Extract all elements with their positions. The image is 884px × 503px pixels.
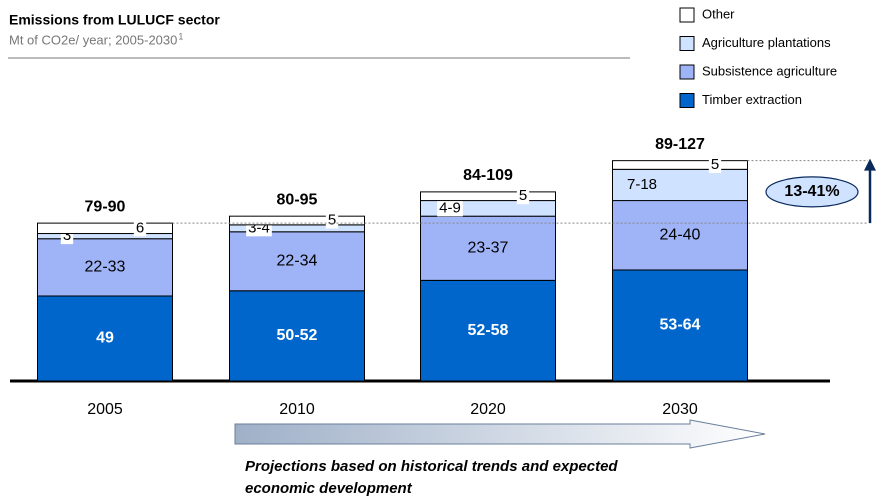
legend-label: Agriculture plantations (702, 35, 831, 50)
legend-swatch (679, 7, 695, 23)
bar-segment (612, 160, 748, 170)
value-label: 4-9 (439, 199, 461, 216)
value-label: 3 (63, 227, 71, 244)
bar-segment (37, 295, 173, 382)
legend-swatch (679, 93, 695, 108)
legend-label: Other (702, 6, 735, 21)
bar-segment (229, 231, 365, 292)
value-label: 22-33 (85, 259, 126, 276)
label-bg (708, 156, 722, 173)
x-tick-label: 2030 (662, 401, 698, 418)
legend-swatch (679, 64, 695, 80)
total-label: 79-90 (85, 198, 126, 215)
value-label: 5 (711, 156, 719, 173)
total-label: 84-109 (463, 167, 513, 184)
bar-segment (420, 279, 556, 382)
legend-swatch (679, 36, 695, 51)
bar-segment (420, 215, 556, 281)
note-line: economic development (245, 480, 413, 497)
legend-label: Subsistence agriculture (702, 63, 837, 78)
x-tick-label: 2020 (470, 401, 506, 418)
value-label: 22-34 (277, 253, 318, 270)
value-label: 24-40 (660, 226, 701, 243)
total-label: 80-95 (277, 191, 318, 208)
bar-segment (229, 290, 365, 382)
total-label: 89-127 (655, 136, 705, 153)
annotation-bubble (765, 176, 859, 208)
chart-title: Emissions from LULUCF sector (9, 12, 220, 28)
x-tick-label: 2005 (87, 401, 123, 418)
value-label: 6 (136, 219, 144, 236)
value-label: 5 (519, 187, 527, 204)
label-bg (133, 220, 147, 237)
label-bg (516, 188, 530, 205)
bar-segment (612, 269, 748, 382)
bar-segment (37, 233, 173, 240)
value-label: 7-18 (627, 176, 657, 193)
note-line: Projections based on historical trends a… (245, 458, 618, 475)
label-bg (325, 212, 339, 229)
annotation: 13-41% (784, 183, 839, 200)
subtitle-note: 1 (178, 31, 183, 41)
label-bg (437, 200, 463, 217)
bar-segment (612, 200, 748, 271)
projection-arrow (234, 419, 766, 449)
chart-subtitle: Mt of CO2e/ year; 2005-2030 (9, 32, 177, 47)
value-label: 49 (96, 330, 114, 347)
value-label: 5 (328, 211, 336, 228)
bar-segment (37, 222, 173, 235)
legend-label: Timber extraction (702, 92, 802, 107)
bar-segment (229, 215, 365, 226)
bar-segment (612, 168, 748, 202)
x-tick-label: 2010 (279, 401, 315, 418)
value-label: 52-58 (468, 322, 509, 339)
growth-arrow-head (864, 158, 876, 171)
bar-segment (420, 191, 556, 202)
value-label: 53-64 (660, 317, 701, 334)
value-label: 50-52 (277, 327, 318, 344)
value-label: 23-37 (468, 239, 509, 256)
